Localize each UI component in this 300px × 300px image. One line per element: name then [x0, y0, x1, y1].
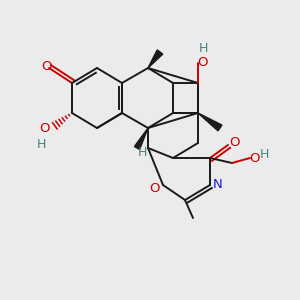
Polygon shape: [134, 128, 148, 149]
Text: H: H: [198, 43, 208, 56]
Text: H: H: [137, 146, 147, 160]
Text: O: O: [150, 182, 160, 196]
Text: N: N: [213, 178, 223, 191]
Text: O: O: [229, 136, 239, 149]
Text: O: O: [42, 61, 52, 74]
Polygon shape: [148, 50, 163, 68]
Polygon shape: [198, 113, 222, 131]
Text: O: O: [198, 56, 208, 70]
Text: H: H: [36, 137, 46, 151]
Text: O: O: [39, 122, 49, 136]
Text: H: H: [259, 148, 269, 160]
Text: O: O: [250, 152, 260, 164]
